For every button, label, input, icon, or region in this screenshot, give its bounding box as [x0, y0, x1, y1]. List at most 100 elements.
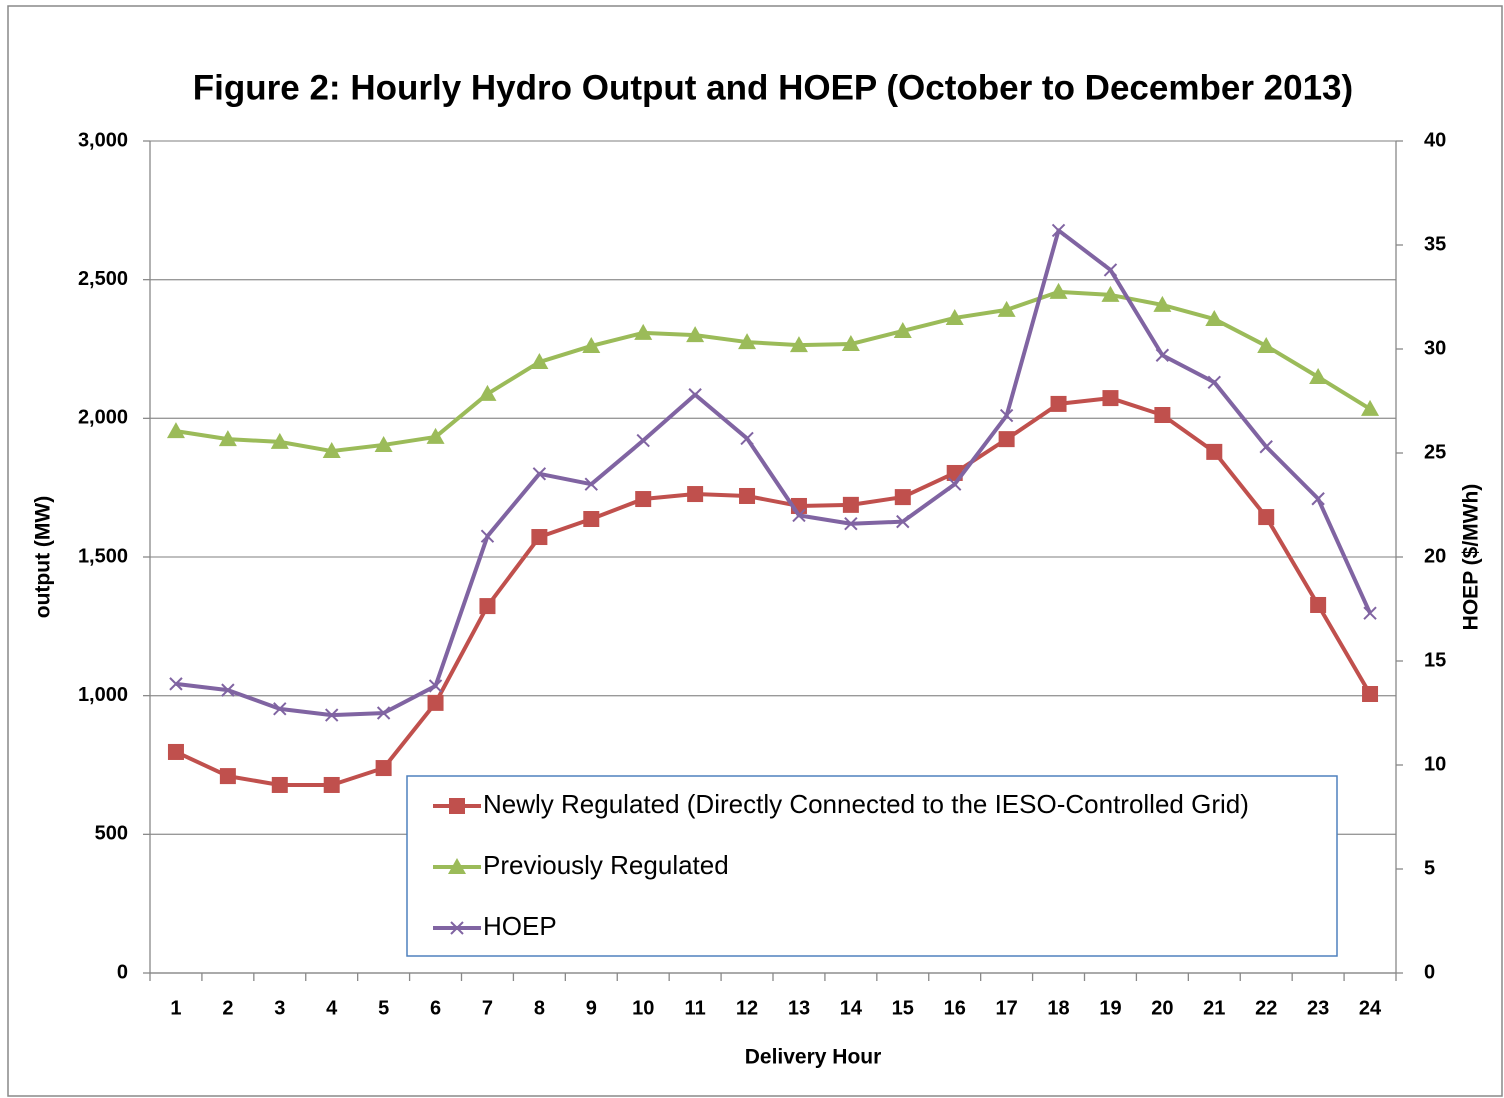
x-tick-label: 9 [586, 997, 597, 1019]
x-tick-label: 14 [840, 997, 863, 1019]
marker [945, 308, 964, 325]
marker [1258, 509, 1275, 526]
marker [271, 776, 288, 793]
y-tick-label: 500 [95, 823, 128, 845]
marker [1310, 596, 1327, 613]
x-tick-label: 5 [378, 997, 389, 1019]
marker [426, 427, 445, 444]
marker [322, 442, 341, 459]
y-tick-label: 2,500 [78, 268, 128, 290]
x-tick-label: 18 [1047, 997, 1069, 1019]
y2-tick-label: 0 [1424, 961, 1435, 983]
y-tick-label: 1,500 [78, 545, 128, 567]
marker [270, 432, 289, 449]
y-axis-label: output (MW) [32, 496, 55, 618]
marker [532, 467, 547, 481]
marker [325, 708, 339, 722]
marker [1050, 395, 1067, 412]
marker [166, 422, 185, 439]
y-tick-label: 2,000 [78, 407, 128, 429]
marker [1207, 375, 1221, 389]
marker [273, 702, 287, 716]
x-tick-label: 21 [1203, 997, 1225, 1019]
marker [323, 776, 340, 793]
marker [583, 511, 600, 528]
x-tick-label: 22 [1255, 997, 1277, 1019]
x-tick-label: 13 [788, 997, 810, 1019]
x-tick-label: 15 [892, 997, 914, 1019]
legend-marker [450, 921, 464, 935]
marker [1257, 336, 1276, 353]
marker [842, 496, 859, 513]
marker [1103, 263, 1118, 277]
marker [375, 760, 392, 777]
x-tick-label: 7 [482, 997, 493, 1019]
marker [1206, 443, 1223, 460]
marker [636, 433, 650, 448]
legend-marker [448, 858, 466, 874]
marker [896, 514, 910, 529]
marker [635, 491, 652, 508]
legend-label: Previously Regulated [483, 850, 729, 880]
marker [582, 336, 601, 353]
x-tick-label: 17 [996, 997, 1018, 1019]
marker [1363, 606, 1377, 620]
marker [634, 323, 653, 340]
marker [948, 477, 962, 491]
x-tick-label: 1 [170, 997, 181, 1019]
x-axis-label: Delivery Hour [745, 1046, 882, 1069]
marker [427, 694, 444, 711]
chart-title: Figure 2: Hourly Hydro Output and HOEP (… [193, 68, 1353, 107]
series-line [175, 396, 1372, 787]
x-tick-label: 8 [534, 997, 545, 1019]
y2-tick-label: 10 [1424, 753, 1446, 775]
x-tick-label: 6 [430, 997, 441, 1019]
x-tick-label: 3 [274, 997, 285, 1019]
y2-axis-label: HOEP ($/MWh) [1460, 484, 1483, 631]
y2-tick-label: 25 [1424, 441, 1446, 463]
marker [740, 431, 754, 446]
x-tick-label: 23 [1307, 997, 1329, 1019]
marker [221, 683, 235, 697]
marker [739, 487, 756, 504]
x-tick-label: 10 [632, 997, 654, 1019]
marker [1309, 368, 1328, 385]
y-tick-label: 3,000 [78, 129, 128, 151]
y2-tick-label: 30 [1424, 337, 1446, 359]
marker [1051, 223, 1066, 238]
marker [687, 486, 704, 503]
marker [998, 431, 1015, 448]
marker [688, 388, 702, 402]
marker [530, 353, 549, 370]
marker [531, 529, 548, 546]
x-tick-label: 2 [222, 997, 233, 1019]
marker [997, 300, 1016, 317]
x-tick-label: 16 [944, 997, 966, 1019]
marker [480, 529, 495, 543]
marker [218, 430, 237, 447]
legend-label: Newly Regulated (Directly Connected to t… [483, 789, 1249, 819]
x-tick-label: 24 [1359, 997, 1382, 1019]
marker [1311, 492, 1325, 506]
x-tick-label: 11 [685, 997, 706, 1019]
marker [1155, 348, 1170, 362]
marker [1101, 285, 1120, 302]
marker [428, 679, 443, 693]
marker [789, 336, 808, 353]
x-tick-label: 19 [1099, 997, 1121, 1019]
marker [1259, 440, 1273, 454]
marker [999, 408, 1014, 423]
marker [374, 435, 393, 452]
marker [479, 598, 496, 615]
marker [584, 477, 598, 491]
marker [1153, 295, 1172, 312]
marker [841, 335, 860, 352]
marker [1362, 686, 1379, 703]
x-tick-label: 12 [736, 997, 758, 1019]
marker [169, 677, 183, 691]
marker [219, 768, 236, 785]
x-tick-label: 4 [326, 997, 338, 1019]
marker [893, 321, 912, 338]
legend-marker [449, 798, 465, 814]
